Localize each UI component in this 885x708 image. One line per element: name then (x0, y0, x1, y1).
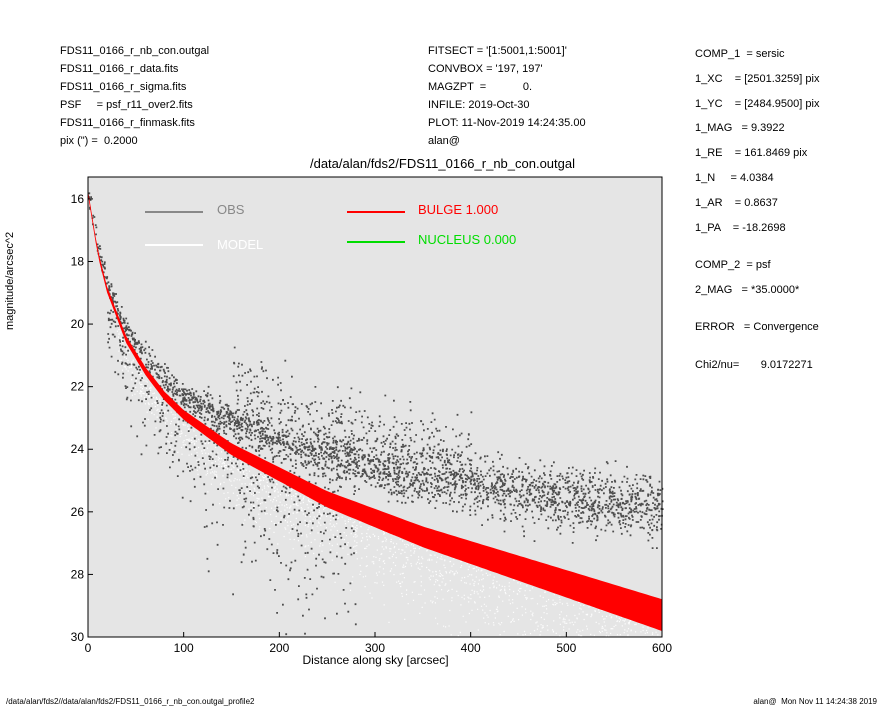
y-tick-label-7: 30 (71, 630, 85, 644)
header-file-line-0: FDS11_0166_r_nb_con.outgal (60, 45, 210, 57)
footer-path: /data/alan/fds2//data/alan/fds2/FDS11_01… (6, 697, 255, 706)
header-file-line-5: pix (") = 0.2000 (60, 135, 138, 147)
param-line-0: COMP_1 = sersic (695, 48, 785, 60)
y-tick-label-5: 26 (71, 505, 85, 519)
legend-label-2: BULGE 1.000 (418, 202, 498, 217)
header-fit-line-1: CONVBOX = '197, 197' (428, 63, 543, 75)
header-file-line-1: FDS11_0166_r_data.fits (60, 63, 179, 75)
header-file-line-4: FDS11_0166_r_finmask.fits (60, 117, 195, 129)
plot-panel (88, 177, 662, 637)
x-tick-label-1: 100 (174, 641, 194, 655)
header-fit-line-3: INFILE: 2019-Oct-30 (428, 99, 530, 111)
y-tick-label-4: 24 (71, 442, 85, 456)
bulge-band (88, 190, 662, 631)
param-line-4: 1_RE = 161.8469 pix (695, 147, 808, 159)
header-file-info: FDS11_0166_r_nb_con.outgal FDS11_0166_r_d… (60, 42, 209, 150)
param-line-6: 1_AR = 0.8637 (695, 197, 778, 209)
y-tick-label-1: 18 (71, 254, 85, 268)
param-line-10: ERROR = Convergence (695, 321, 819, 333)
header-fit-line-2: MAGZPT = 0. (428, 81, 533, 93)
y-axis-label: magnitude/arcsec^2 (4, 231, 16, 330)
y-tick-label-2: 20 (71, 317, 85, 331)
footer-timestamp: alan@ Mon Nov 11 14:24:38 2019 (753, 697, 877, 706)
header-fit-line-4: PLOT: 11-Nov-2019 14:24:35.00 (428, 117, 586, 129)
header-fit-info: FITSECT = '[1:5001,1:5001]' CONVBOX = '19… (428, 42, 586, 150)
y-tick-label-0: 16 (71, 192, 85, 206)
header-fit-line-0: FITSECT = '[1:5001,1:5001]' (428, 45, 567, 57)
y-tick-label-3: 22 (71, 380, 85, 394)
legend-label-0: OBS (217, 202, 245, 217)
header-file-line-2: FDS11_0166_r_sigma.fits (60, 81, 187, 93)
param-line-9: 2_MAG = *35.0000* (695, 284, 800, 296)
header-fit-line-5: alan@ (428, 135, 460, 147)
param-line-3: 1_MAG = 9.3922 (695, 122, 785, 134)
x-tick-label-4: 400 (461, 641, 481, 655)
x-axis-label: Distance along sky [arcsec] (302, 653, 449, 667)
param-line-8: COMP_2 = psf (695, 259, 771, 271)
header-file-line-3: PSF = psf_r11_over2.fits (60, 99, 193, 111)
param-line-11: Chi2/nu= 9.0172271 (695, 359, 813, 371)
legend-label-3: NUCLEUS 0.000 (418, 232, 516, 247)
param-line-7: 1_PA = -18.2698 (695, 222, 786, 234)
x-tick-label-5: 500 (556, 641, 576, 655)
param-line-5: 1_N = 4.0384 (695, 172, 774, 184)
legend-label-1: MODEL (217, 237, 263, 252)
chart-title: /data/alan/fds2/FDS11_0166_r_nb_con.outg… (309, 156, 575, 171)
x-tick-label-3: 300 (365, 641, 385, 655)
x-tick-label-6: 600 (652, 641, 672, 655)
param-line-1: 1_XC = [2501.3259] pix (695, 73, 820, 85)
x-tick-label-0: 0 (85, 641, 92, 655)
x-tick-label-2: 200 (269, 641, 289, 655)
y-tick-label-6: 28 (71, 567, 85, 581)
param-line-2: 1_YC = [2484.9500] pix (695, 98, 820, 110)
